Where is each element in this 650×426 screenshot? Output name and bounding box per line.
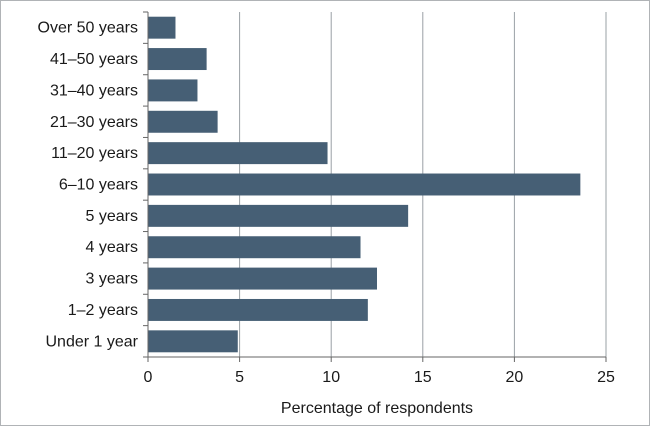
x-tick-label-3: 15 [414,369,432,386]
category-label-8: 3 years [86,271,138,288]
category-label-2: 31–40 years [50,82,138,99]
bar-9 [148,298,368,321]
bar-5 [148,173,581,196]
x-tick-label-0: 0 [144,369,153,386]
bar-10 [148,330,238,353]
category-label-0: Over 50 years [38,20,138,37]
category-label-10: Under 1 year [46,333,139,350]
category-label-6: 5 years [86,208,138,225]
category-label-5: 6–10 years [59,177,138,194]
x-tick-labels: 0 5 10 15 20 25 [144,369,615,386]
bar-6 [148,204,409,227]
x-tick-label-1: 5 [235,369,244,386]
category-label-1: 41–50 years [50,51,138,68]
category-label-3: 21–30 years [50,114,138,131]
axes [143,11,607,362]
bar-8 [148,267,377,290]
x-tick-label-4: 20 [506,369,524,386]
bar-7 [148,236,361,259]
category-label-4: 11–20 years [51,145,138,162]
category-labels: Over 50 years 41–50 years 31–40 years 21–30… [38,20,139,351]
category-label-9: 1–2 years [68,302,138,319]
bar-1 [148,48,207,71]
x-tick-label-5: 25 [597,369,615,386]
x-tick-label-2: 10 [322,369,340,386]
bars [148,16,581,353]
bar-3 [148,110,218,133]
bar-0 [148,16,176,39]
x-axis-title: Percentage of respondents [281,400,473,417]
bar-2 [148,79,198,102]
bar-4 [148,142,328,165]
category-label-7: 4 years [86,239,138,256]
